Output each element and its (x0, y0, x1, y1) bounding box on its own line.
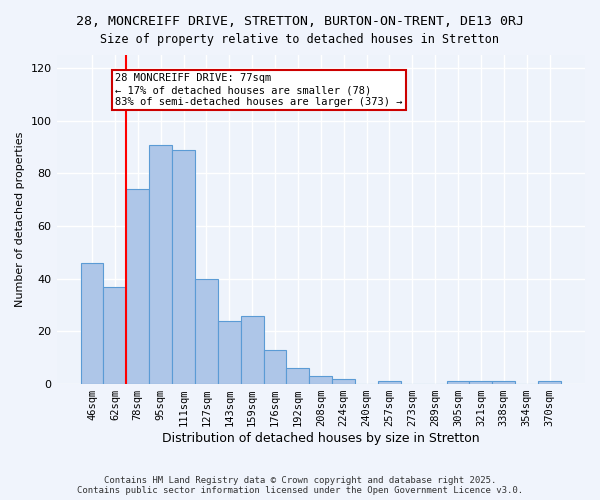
Y-axis label: Number of detached properties: Number of detached properties (15, 132, 25, 307)
Bar (286, 368, 310, 384)
Bar (195, 279, 218, 384)
Text: Contains HM Land Registry data © Crown copyright and database right 2025.
Contai: Contains HM Land Registry data © Crown c… (77, 476, 523, 495)
Bar (80, 263, 103, 384)
Bar (103, 286, 127, 384)
Bar (493, 382, 515, 384)
Bar (218, 321, 241, 384)
Bar (172, 150, 195, 384)
Bar (469, 382, 493, 384)
Bar (310, 376, 332, 384)
Bar (263, 350, 286, 384)
Bar (127, 190, 149, 384)
Text: Size of property relative to detached houses in Stretton: Size of property relative to detached ho… (101, 32, 499, 46)
Bar (446, 382, 469, 384)
Bar (538, 382, 561, 384)
Bar (149, 144, 172, 384)
Text: 28, MONCREIFF DRIVE, STRETTON, BURTON-ON-TRENT, DE13 0RJ: 28, MONCREIFF DRIVE, STRETTON, BURTON-ON… (76, 15, 524, 28)
X-axis label: Distribution of detached houses by size in Stretton: Distribution of detached houses by size … (162, 432, 479, 445)
Text: 28 MONCREIFF DRIVE: 77sqm
← 17% of detached houses are smaller (78)
83% of semi-: 28 MONCREIFF DRIVE: 77sqm ← 17% of detac… (115, 74, 403, 106)
Bar (332, 379, 355, 384)
Bar (378, 382, 401, 384)
Bar (241, 316, 263, 384)
